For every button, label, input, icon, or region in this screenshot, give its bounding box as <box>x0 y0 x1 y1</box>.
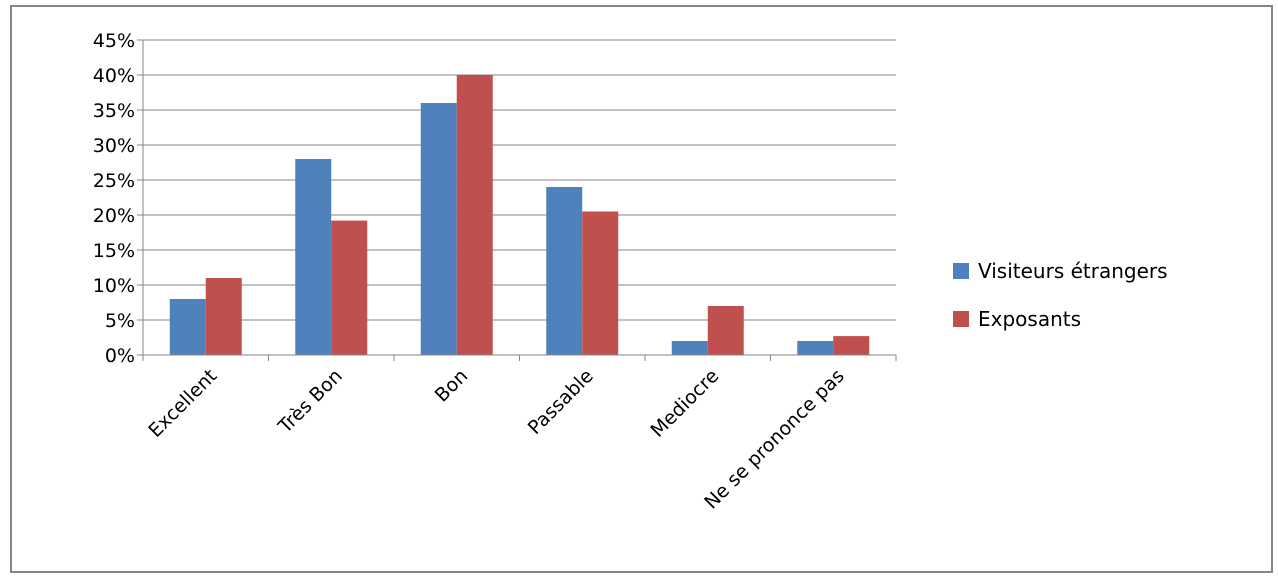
x-category-label: Bon <box>431 365 473 407</box>
y-tick-label: 0% <box>105 345 135 367</box>
bar-visiteurs <box>169 299 206 355</box>
y-tick-label: 15% <box>93 240 135 262</box>
x-category-label: Ne se prononce pas <box>700 365 849 514</box>
legend-swatch <box>953 263 969 279</box>
bar-exposants <box>456 75 493 355</box>
y-tick-label: 5% <box>105 310 135 332</box>
legend-label: Visiteurs étrangers <box>978 259 1168 283</box>
x-category-label: Excellent <box>144 365 221 442</box>
legend-swatch <box>953 311 969 327</box>
bar-visiteurs <box>546 187 583 355</box>
bar-exposants <box>707 306 744 355</box>
bar-exposants <box>582 211 619 355</box>
bar-visiteurs <box>671 341 708 355</box>
x-category-label: Très Bon <box>274 365 347 438</box>
legend-label: Exposants <box>978 307 1081 331</box>
y-tick-label: 35% <box>93 100 135 122</box>
bar-visiteurs <box>420 103 457 355</box>
bar-visiteurs <box>797 341 834 355</box>
y-tick-label: 10% <box>93 275 135 297</box>
x-category-label: Mediocre <box>647 365 724 442</box>
y-tick-label: 25% <box>93 170 135 192</box>
bar-exposants <box>205 278 242 355</box>
y-tick-label: 20% <box>93 205 135 227</box>
bar-exposants <box>331 220 368 355</box>
bar-visiteurs <box>295 159 332 355</box>
y-tick-label: 45% <box>93 30 135 52</box>
y-tick-label: 40% <box>93 65 135 87</box>
bar-exposants <box>833 336 870 355</box>
x-category-label: Passable <box>524 365 598 439</box>
y-tick-label: 30% <box>93 135 135 157</box>
